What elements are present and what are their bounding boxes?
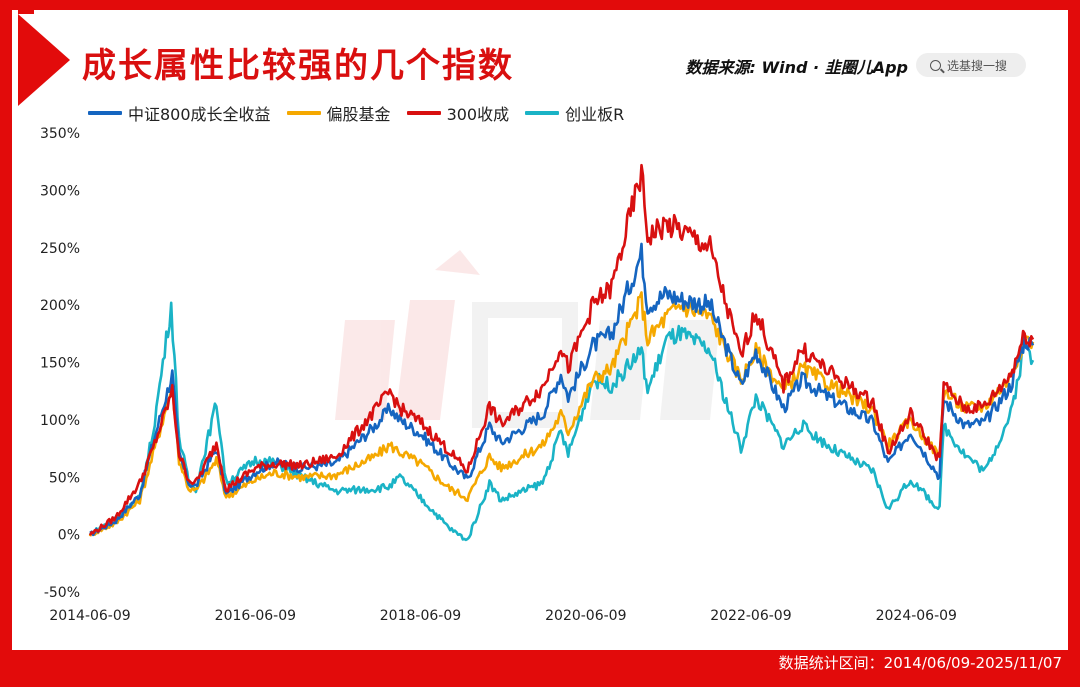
date-range-label: 数据统计区间：2014/06/09-2025/11/07 [778, 654, 1062, 672]
series-line-0 [89, 242, 1035, 537]
y-tick-label: 300% [40, 183, 80, 199]
legend-item-3: 创业板R [525, 101, 624, 125]
series-layer [88, 163, 1035, 542]
x-tick-label: 2020-06-09 [545, 608, 626, 624]
search-placeholder: 选基搜一搜 [947, 58, 1008, 73]
x-tick-label: 2022-06-09 [710, 608, 791, 624]
y-tick-label: 150% [40, 356, 80, 372]
y-tick-label: -50% [44, 585, 80, 601]
y-tick-label: 50% [49, 470, 80, 486]
legend-item-2: 300收成 [406, 101, 510, 125]
x-tick-label: 2014-06-09 [49, 608, 130, 624]
legend-label-0: 中证800成长全收益 [128, 105, 271, 124]
legend-swatch-2 [406, 111, 441, 115]
legend-item-0: 中证800成长全收益 [88, 101, 271, 125]
search-box[interactable]: 选基搜一搜 [916, 53, 1026, 77]
x-tick-label: 2024-06-09 [876, 608, 957, 624]
x-tick-label: 2016-06-09 [215, 608, 296, 624]
y-axis: -50% 0% 50% 100% 150% 200% 250% 300% 350% [40, 126, 80, 601]
y-tick-label: 100% [40, 413, 80, 429]
page-title: 成长属性比较强的几个指数 [82, 46, 514, 86]
source-label: 数据来源: Wind · 韭圈儿App [685, 58, 908, 77]
legend-label-3: 创业板R [565, 105, 625, 124]
series-line-1 [88, 291, 1035, 537]
y-tick-label: 250% [40, 241, 80, 257]
series-line-3 [89, 301, 1035, 542]
y-tick-label: 200% [40, 298, 80, 314]
search-icon [930, 59, 941, 71]
legend-label-2: 300收成 [446, 105, 510, 124]
legend-swatch-1 [286, 111, 321, 115]
x-tick-label: 2018-06-09 [380, 608, 461, 624]
y-tick-label: 350% [40, 126, 80, 142]
legend-label-1: 偏股基金 [326, 105, 391, 124]
y-tick-label: 0% [58, 528, 80, 544]
x-axis: 2014-06-09 2016-06-09 2018-06-09 2020-06-09… [49, 608, 957, 624]
legend-item-1: 偏股基金 [286, 101, 391, 125]
title-arrow-icon [18, 14, 70, 106]
series-line-2 [88, 163, 1035, 536]
legend-swatch-3 [525, 111, 560, 115]
chart-legend: 中证800成长全收益 偏股基金 300收成 创业板R [88, 101, 624, 125]
legend-swatch-0 [88, 111, 122, 115]
